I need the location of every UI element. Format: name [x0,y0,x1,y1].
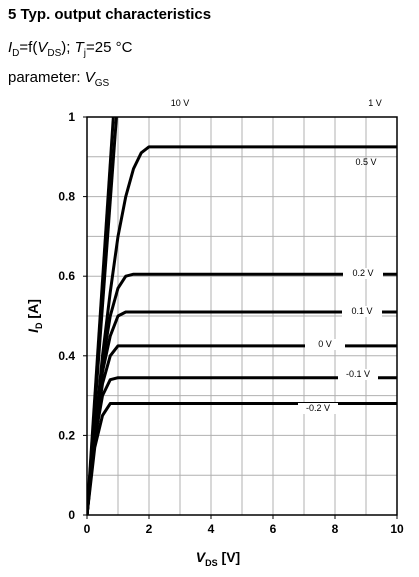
label-bg [305,339,345,350]
x-tick-label: 0 [84,522,91,536]
subtitle: ID=f(VDS); Tj=25 °C [8,39,133,59]
y-tick-label: 0.4 [58,349,75,363]
x-tick-label: 4 [208,522,215,536]
label-bg [342,306,382,317]
x-tick-label: 2 [146,522,153,536]
series-label: 0 V [318,339,332,349]
parameter: parameter: VGS [8,69,109,89]
label-bg [343,268,383,279]
curve [87,117,118,515]
plot-frame [86,116,398,516]
label-bg [338,369,378,380]
x-axis-label: VDS [V] [196,549,240,568]
curve [87,402,397,515]
series-label: -0.1 V [346,369,370,379]
series-label: 0.1 V [351,306,372,316]
y-tick-label: 0 [68,508,75,522]
y-tick-label: 0.8 [58,190,75,204]
x-tick-label: 6 [270,522,277,536]
title: 5 Typ. output characteristics [8,6,211,23]
y-tick-label: 1 [68,110,75,124]
x-tick-label: 8 [332,522,339,536]
label-bg [298,403,338,414]
series-label: 10 V [171,98,190,108]
y-axis-label: ID [A] [25,299,44,333]
y-tick-label: 0.2 [58,428,75,442]
series-label: -0.2 V [306,403,330,413]
series-label: 0.5 V [355,157,376,167]
x-tick-label: 10 [390,522,404,536]
y-tick-label: 0.6 [58,269,75,283]
series-label: 0.2 V [352,268,373,278]
series-label: 1 V [368,98,382,108]
